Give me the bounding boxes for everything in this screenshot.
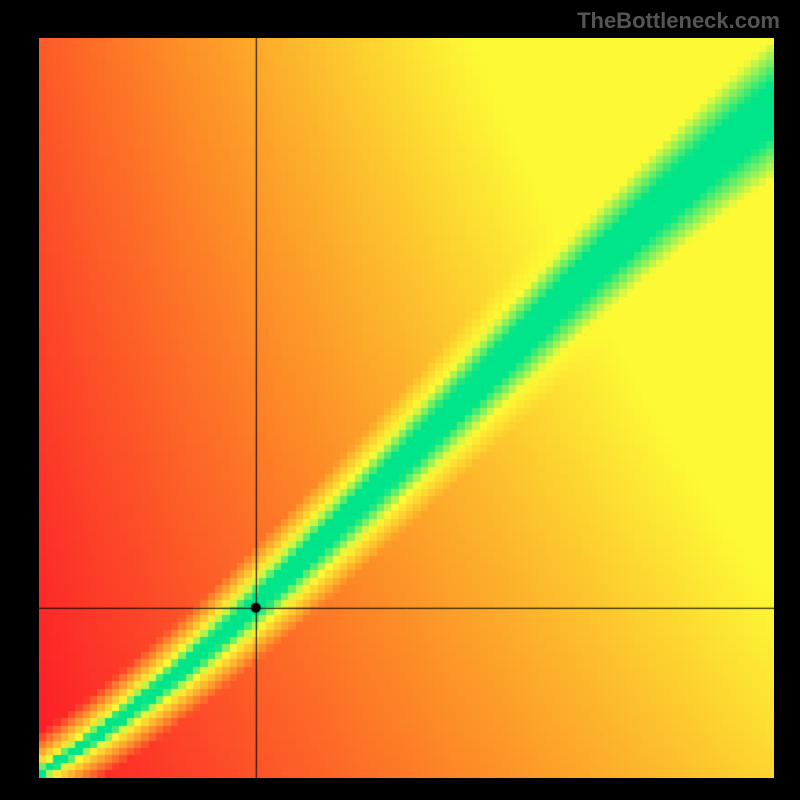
heatmap-canvas (39, 38, 774, 778)
watermark-text: TheBottleneck.com (577, 8, 780, 34)
